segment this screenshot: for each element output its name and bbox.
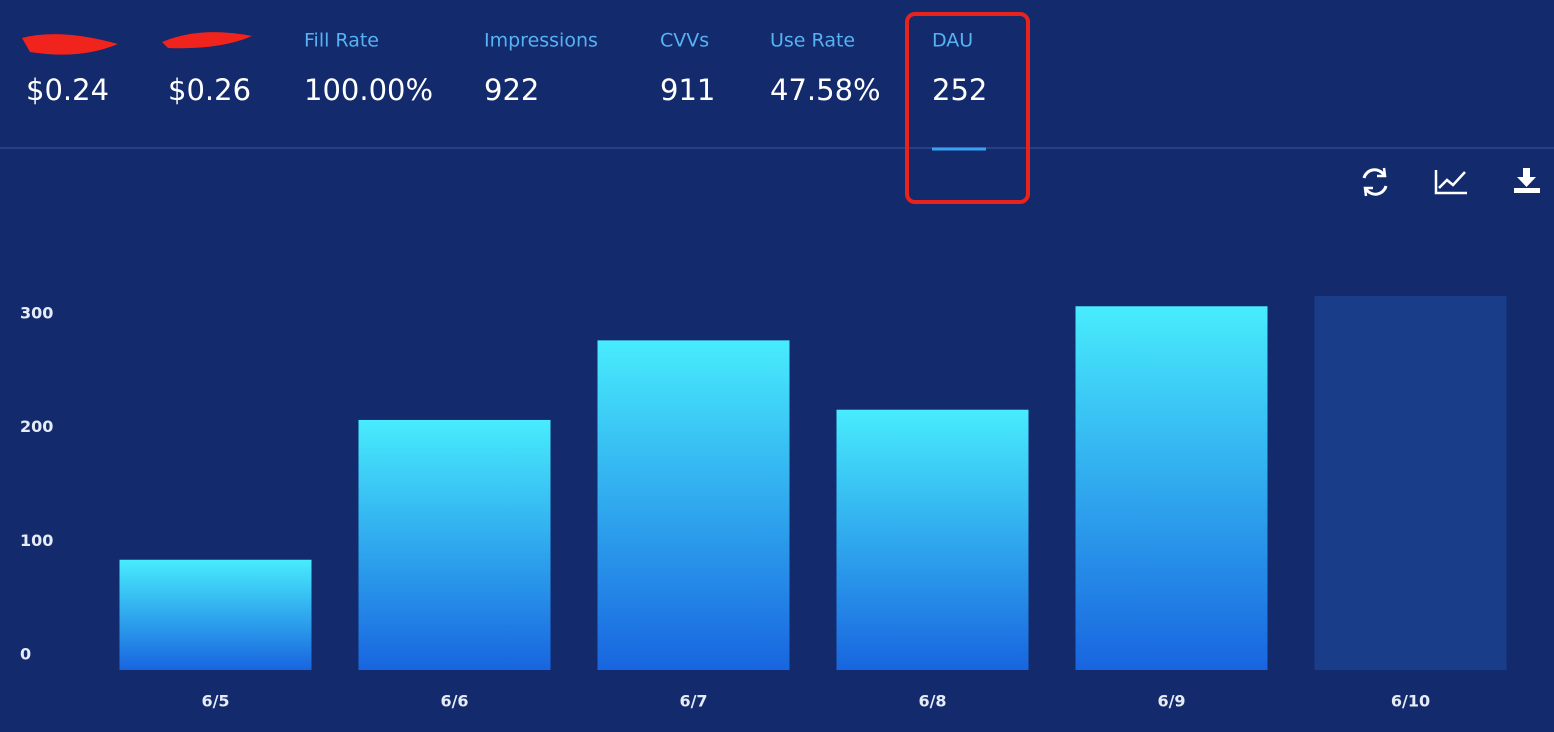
line-chart-button[interactable] <box>1434 170 1467 195</box>
stat-label: Impressions <box>484 30 598 52</box>
bar <box>1314 296 1507 670</box>
stat-value: 911 <box>660 73 715 107</box>
stat-value: 100.00% <box>304 73 433 107</box>
redaction <box>162 32 252 49</box>
stat-label: Use Rate <box>770 30 855 52</box>
stat-value: 252 <box>932 73 987 107</box>
x-tick-label: 6/10 <box>1391 692 1430 711</box>
x-tick-label: 6/8 <box>918 692 946 711</box>
stat-value: 47.58% <box>770 73 881 107</box>
refresh-button[interactable] <box>1362 167 1388 197</box>
download-button[interactable] <box>1514 168 1540 193</box>
x-tick-label: 6/6 <box>440 692 468 711</box>
stat-label: DAU <box>932 30 973 52</box>
y-tick-label: 0 <box>20 645 31 664</box>
bar <box>119 559 312 670</box>
bar <box>1075 306 1268 670</box>
highlight-box <box>905 12 1030 204</box>
bar <box>836 409 1029 670</box>
x-tick-label: 6/7 <box>679 692 707 711</box>
y-tick-label: 100 <box>20 531 53 550</box>
stat-value: $0.24 <box>26 73 109 107</box>
redaction <box>22 34 118 55</box>
y-tick-label: 300 <box>20 304 53 323</box>
stat-label: CVVs <box>660 30 709 52</box>
x-tick-label: 6/9 <box>1157 692 1185 711</box>
x-tick-label: 6/5 <box>201 692 229 711</box>
bar <box>597 340 790 670</box>
y-tick-label: 200 <box>20 417 53 436</box>
bar <box>358 419 551 670</box>
stat-value: 922 <box>484 73 539 107</box>
stat-label: Fill Rate <box>304 30 379 52</box>
stat-value: $0.26 <box>168 73 251 107</box>
